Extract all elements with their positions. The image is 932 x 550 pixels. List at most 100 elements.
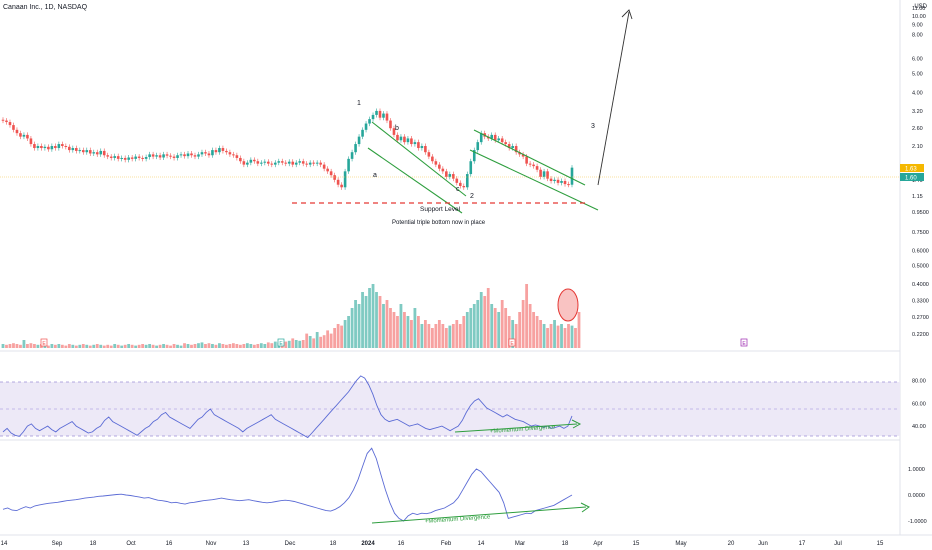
candle-body: [284, 162, 288, 164]
candle-body: [560, 181, 563, 183]
candle-body: [458, 182, 462, 186]
earnings-marker[interactable]: [277, 338, 285, 347]
time-tick-label: 18: [90, 541, 97, 547]
price-axis[interactable]: 11.00 10.00 9.00 8.00 6.00 5.00 4.00 3.20 2.60 2.…: [912, 6, 929, 338]
time-axis[interactable]: 14 Sep 18 Oct 16 Nov 13 Dec 18 2024 16 Feb 14 Mar 18 Ap…: [1, 541, 884, 547]
volume-bar: [137, 344, 141, 348]
time-tick-label: Apr: [593, 541, 602, 547]
candle-body: [497, 138, 500, 141]
candle-body: [399, 136, 403, 141]
rsi-divergence-arrow[interactable]: [454, 423, 578, 433]
volume-bar: [385, 300, 389, 348]
candle-body: [47, 146, 50, 150]
candle-body: [305, 163, 308, 165]
volume-bar: [113, 344, 117, 348]
channel-lower-line[interactable]: [469, 149, 599, 211]
candle-body: [528, 163, 532, 165]
volume-bar: [340, 325, 344, 348]
candle-body: [333, 175, 336, 180]
time-tick-label: 2024: [361, 541, 375, 547]
volume-bar: [378, 296, 382, 348]
candle-body: [298, 161, 302, 163]
candle-body: [127, 157, 130, 160]
volume-bar: [294, 340, 298, 348]
candle-body: [263, 161, 267, 163]
volume-bar: [8, 344, 12, 348]
channel-upper-line[interactable]: [371, 121, 467, 197]
volume-bar: [350, 308, 354, 348]
rsi-tick-label: 60.00: [912, 401, 926, 407]
oscillator-line: [2, 447, 573, 522]
candle-body: [329, 171, 333, 176]
volume-bar: [563, 328, 567, 348]
volume-bar: [207, 343, 211, 348]
candle-body: [88, 150, 92, 154]
price-tick-label: 3.20: [912, 109, 923, 115]
price-tick-label: 5.00: [912, 72, 923, 78]
candle-body: [260, 162, 263, 164]
earnings-marker[interactable]: [740, 338, 748, 347]
osc-divergence-arrow[interactable]: [371, 506, 587, 524]
volume-bar: [444, 328, 448, 348]
volume-bar: [106, 344, 110, 348]
osc-divergence-arrowhead: [580, 502, 590, 513]
wave-label-b: b: [395, 125, 399, 132]
oscillator-axis[interactable]: 1.0000 0.0000 -1.0000: [908, 467, 927, 525]
volume-bar: [448, 325, 452, 348]
candle-body: [294, 162, 298, 165]
volume-bar: [144, 344, 148, 348]
candle-body: [347, 158, 350, 172]
earnings-marker-label: E: [742, 341, 746, 347]
rsi-axis[interactable]: 80.00 60.00 40.00: [912, 378, 926, 430]
candle-body: [445, 171, 448, 177]
volume-bar: [238, 344, 242, 348]
volume-bar: [123, 344, 127, 348]
volume-bars: [1, 284, 581, 348]
volume-bar: [12, 343, 15, 348]
volume-bar: [231, 343, 235, 348]
candle-body: [151, 154, 155, 157]
volume-bar: [546, 328, 549, 348]
volume-bar: [413, 308, 417, 348]
time-tick-label: Mar: [515, 541, 525, 547]
volume-bar: [67, 344, 71, 348]
candle-body: [479, 133, 483, 143]
price-tick-label: 0.3300: [912, 298, 929, 304]
currency-label: USD: [914, 4, 927, 10]
price-tick-label: 1.15: [912, 194, 923, 200]
volume-bar: [172, 344, 176, 348]
volume-highlight-circle[interactable]: [557, 288, 579, 322]
volume-bar: [437, 320, 441, 348]
earnings-marker[interactable]: [40, 338, 48, 347]
volume-bar: [134, 345, 138, 348]
candle-body: [507, 144, 511, 149]
candle-body: [441, 168, 445, 172]
volume-bar: [333, 328, 337, 348]
candle-body: [427, 152, 431, 157]
volume-bar: [179, 345, 183, 348]
projection-arrow-line[interactable]: [597, 11, 630, 186]
wave-label-2: 2: [470, 193, 474, 200]
candle-body: [493, 134, 497, 141]
candle-body: [81, 150, 85, 153]
volume-bar: [43, 344, 47, 348]
price-tick-label: 4.00: [912, 90, 923, 96]
channel-upper-line[interactable]: [473, 129, 586, 186]
volume-bar: [472, 304, 476, 348]
candle-body: [319, 162, 322, 165]
volume-bar: [326, 330, 330, 348]
volume-bar: [465, 312, 469, 348]
time-tick-label: Nov: [206, 541, 217, 547]
candle-body: [368, 119, 371, 124]
volume-bar: [567, 324, 570, 348]
earnings-marker[interactable]: [508, 338, 516, 347]
candle-body: [570, 167, 574, 185]
candle-body: [228, 152, 232, 155]
time-tick-label: 18: [330, 541, 337, 547]
volume-bar: [500, 300, 504, 348]
channel-lower-line[interactable]: [367, 147, 463, 214]
candle-body: [190, 153, 193, 156]
candle-body: [50, 146, 54, 150]
volume-bar: [200, 342, 204, 348]
